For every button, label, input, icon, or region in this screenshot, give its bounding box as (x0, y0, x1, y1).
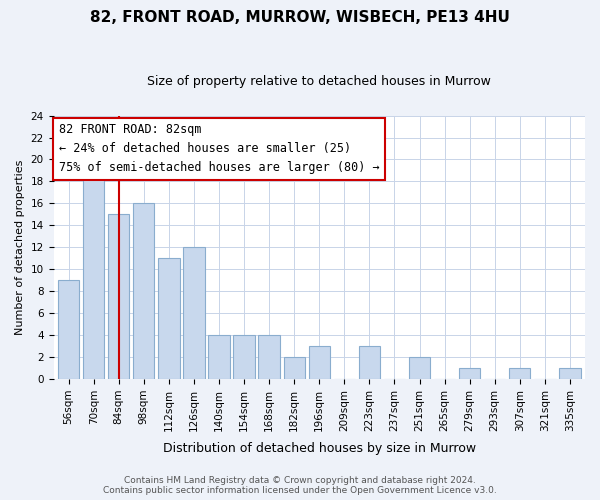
Bar (58, 280, 79, 379)
Bar (208, 335, 230, 379)
Title: Size of property relative to detached houses in Murrow: Size of property relative to detached ho… (148, 75, 491, 88)
Text: 82, FRONT ROAD, MURROW, WISBECH, PE13 4HU: 82, FRONT ROAD, MURROW, WISBECH, PE13 4H… (90, 10, 510, 25)
Bar (183, 248, 205, 379)
Bar (108, 214, 130, 379)
Bar (308, 346, 330, 379)
Bar (509, 368, 530, 379)
Text: Contains HM Land Registry data © Crown copyright and database right 2024.
Contai: Contains HM Land Registry data © Crown c… (103, 476, 497, 495)
X-axis label: Distribution of detached houses by size in Murrow: Distribution of detached houses by size … (163, 442, 476, 455)
Text: 82 FRONT ROAD: 82sqm
← 24% of detached houses are smaller (25)
75% of semi-detac: 82 FRONT ROAD: 82sqm ← 24% of detached h… (59, 124, 379, 174)
Bar (459, 368, 481, 379)
Bar (158, 258, 179, 379)
Bar (233, 335, 255, 379)
Bar (559, 368, 581, 379)
Bar (133, 204, 154, 379)
Bar (359, 346, 380, 379)
Bar (83, 170, 104, 379)
Bar (284, 357, 305, 379)
Bar (409, 357, 430, 379)
Bar (259, 335, 280, 379)
Y-axis label: Number of detached properties: Number of detached properties (15, 160, 25, 335)
